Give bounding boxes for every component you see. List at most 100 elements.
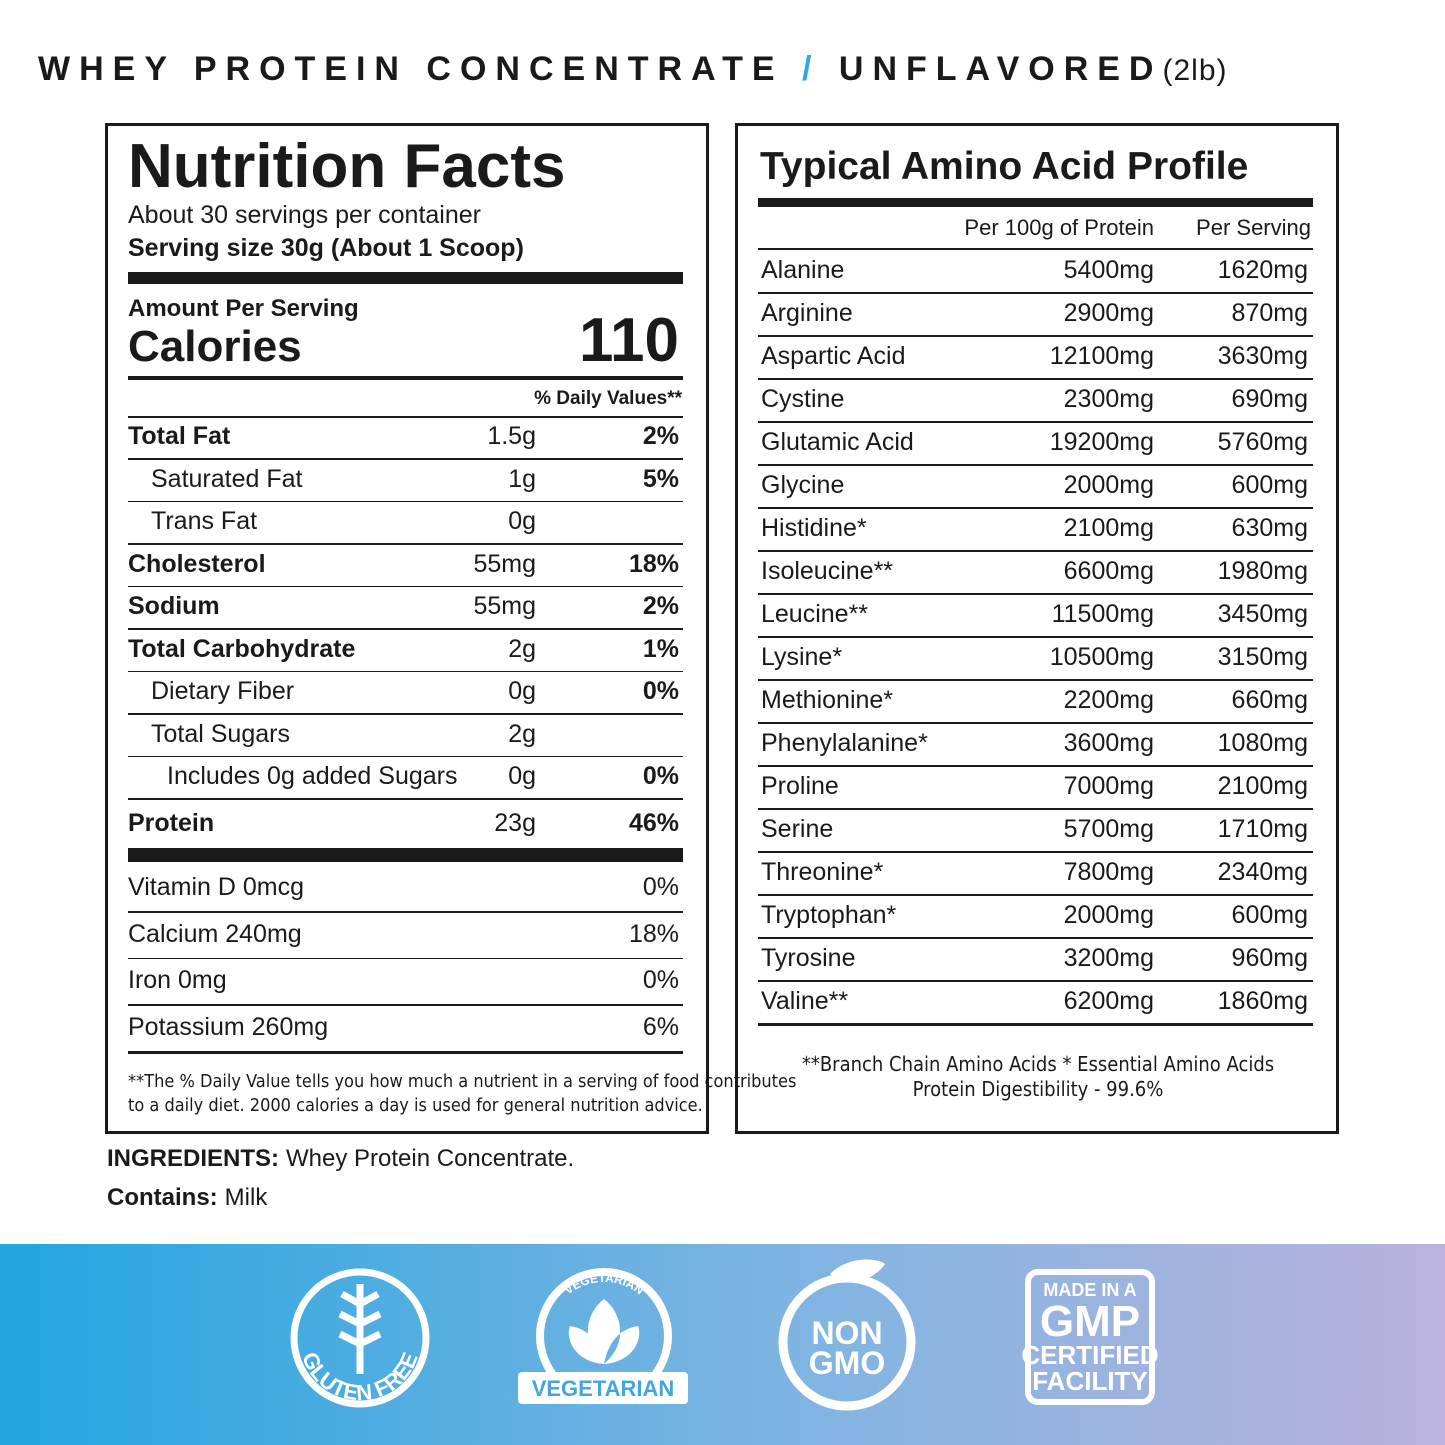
amino-name: Phenylalanine*	[761, 729, 928, 758]
nutrient-amount: 23g	[494, 808, 536, 837]
rule	[758, 335, 1313, 337]
nutrient-amount: 1.5g	[487, 422, 536, 451]
amino-name: Glutamic Acid	[761, 428, 914, 457]
amino-name: Threonine*	[761, 858, 884, 887]
amino-title: Typical Amino Acid Profile	[760, 144, 1249, 188]
ingredient-line: INGREDIENTS: Whey Protein Concentrate.	[107, 1144, 575, 1172]
per-100g: 2000mg	[1063, 901, 1154, 930]
per-serving: 1710mg	[1217, 815, 1308, 844]
product: WHEY PROTEIN CONCENTRATE	[38, 50, 784, 88]
per-100g: 5700mg	[1063, 815, 1154, 844]
footnote: to a daily diet. 2000 calories a day is …	[128, 1095, 703, 1117]
per-100g: 3600mg	[1063, 729, 1154, 758]
nutrient-name: Cholesterol	[128, 549, 266, 578]
rule	[128, 670, 683, 672]
per-100g: 6600mg	[1063, 557, 1154, 586]
vitamin-dv: 18%	[628, 919, 679, 948]
amino-footnote: **Branch Chain Amino Acids * Essential A…	[801, 1052, 1275, 1076]
per-100g: 6200mg	[1063, 987, 1154, 1016]
rule	[758, 292, 1313, 294]
nutrient-amount: 2g	[508, 634, 536, 663]
value: Whey Protein Concentrate.	[286, 1144, 575, 1172]
per-serving: 5760mg	[1217, 428, 1308, 457]
vegetarian-badge: VEGETARIAN VEGETARIAN	[518, 1268, 688, 1404]
product-title: WHEY PROTEIN CONCENTRATE / UNFLAVORED(2l…	[38, 52, 1228, 86]
rule	[758, 808, 1313, 810]
per-100g: 2300mg	[1063, 385, 1154, 414]
rule	[128, 1050, 683, 1054]
per-100g: 2900mg	[1063, 299, 1154, 328]
nutrient-dv: 0%	[642, 677, 679, 706]
nutrition-title: Nutrition Facts	[128, 131, 566, 201]
vitamin-name: Vitamin D 0mcg	[128, 873, 304, 902]
rule	[758, 248, 1313, 250]
amino-name: Alanine	[761, 256, 845, 285]
vitamin-name: Potassium 260mg	[128, 1012, 329, 1041]
per-100g: 12100mg	[1049, 342, 1154, 371]
amino-name: Isoleucine**	[761, 557, 894, 586]
nutrient-name: Total Carbohydrate	[128, 634, 356, 663]
vegetarian-banner: VEGETARIAN	[532, 1376, 675, 1401]
rule	[128, 957, 683, 959]
vitamin-name: Iron 0mg	[128, 966, 227, 995]
rule	[128, 755, 683, 757]
vitamin-dv: 0%	[642, 873, 679, 902]
ingredient-line: Contains: Milk	[107, 1183, 268, 1211]
per-100g: 11500mg	[1051, 600, 1154, 629]
rule	[128, 376, 683, 380]
rule	[128, 458, 683, 460]
amino-name: Tryptophan*	[761, 901, 897, 930]
rule	[758, 937, 1313, 939]
per-serving: 660mg	[1231, 686, 1308, 715]
gmp-line: MADE IN A	[1043, 1280, 1136, 1300]
amino-name: Valine**	[761, 987, 849, 1016]
col-header: Per 100g of Protein	[964, 214, 1154, 240]
per-serving: 1620mg	[1217, 256, 1308, 285]
nutrient-dv: 2%	[642, 592, 679, 621]
rule	[758, 550, 1313, 552]
rule	[758, 636, 1313, 638]
per-100g: 2100mg	[1063, 514, 1154, 543]
badge-band: GLUTEN FREE VEGETARIAN VEGETARIAN NON GM…	[0, 1244, 1445, 1445]
digestibility: Protein Digestibility - 99.6%	[912, 1077, 1164, 1101]
nutrient-amount: 0g	[508, 507, 536, 536]
rule	[758, 421, 1313, 423]
per-serving: 2100mg	[1217, 772, 1308, 801]
amino-name: Aspartic Acid	[761, 342, 906, 371]
amino-name: Proline	[761, 772, 839, 801]
flavor: UNFLAVORED	[838, 50, 1163, 88]
amino-name: Lysine*	[761, 643, 843, 672]
gluten-free-badge	[290, 1268, 430, 1408]
per-serving: 2340mg	[1217, 858, 1308, 887]
per-serving: 600mg	[1231, 471, 1308, 500]
nutrient-dv: 5%	[642, 464, 679, 493]
per-serving: 1980mg	[1217, 557, 1308, 586]
rule	[758, 593, 1313, 595]
per-100g: 3200mg	[1063, 944, 1154, 973]
col-header: Per Serving	[1196, 214, 1311, 240]
nutrient-amount: 0g	[508, 762, 536, 791]
amino-name: Tyrosine	[761, 944, 856, 973]
per-serving: 960mg	[1231, 944, 1308, 973]
per-serving: 3630mg	[1217, 342, 1308, 371]
amino-name: Arginine	[761, 299, 853, 328]
nutrient-amount: 55mg	[473, 549, 536, 578]
nutrient-name: Includes 0g added Sugars	[167, 762, 458, 791]
rule	[128, 416, 683, 418]
rule	[128, 543, 683, 545]
rule	[128, 848, 683, 862]
nutrient-name: Total Fat	[128, 422, 231, 451]
value: Milk	[224, 1183, 268, 1211]
nutrient-amount: 0g	[508, 677, 536, 706]
rule	[758, 722, 1313, 724]
rule	[128, 585, 683, 587]
rule	[758, 851, 1313, 853]
rule	[128, 628, 683, 630]
nutrient-name: Protein	[128, 808, 215, 837]
amino-name: Glycine	[761, 471, 845, 500]
gmo: GMO	[809, 1345, 885, 1381]
amino-name: Serine	[761, 815, 834, 844]
amount-label: Amount Per Serving	[128, 294, 359, 322]
size: (2lb)	[1162, 54, 1228, 87]
